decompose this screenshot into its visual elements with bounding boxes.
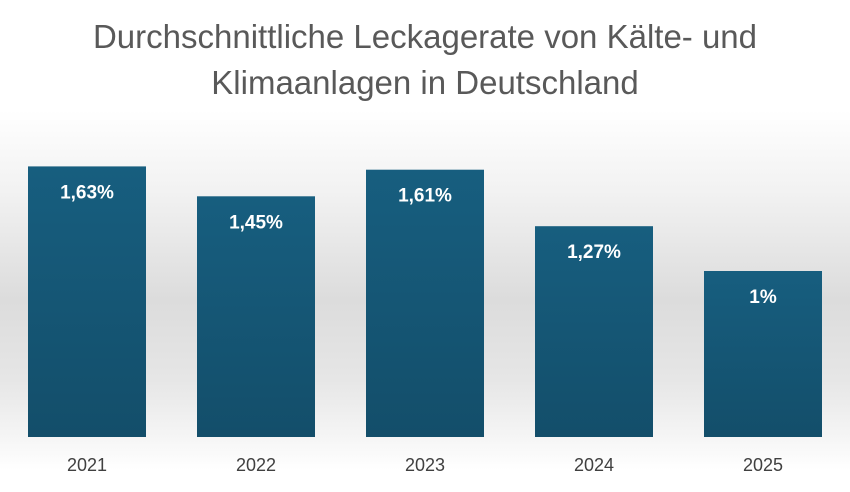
- bar-2025: [704, 271, 822, 437]
- data-label-2022: 1,45%: [229, 212, 283, 233]
- x-tick-label-2023: 2023: [405, 455, 445, 475]
- bar-2021: [28, 166, 146, 437]
- bar-2022: [197, 196, 315, 437]
- data-label-2025: 1%: [749, 287, 777, 308]
- data-labels-layer: 1,63% 1,45% 1,61% 1,27% 1%: [60, 182, 777, 308]
- data-label-2021: 1,63%: [60, 182, 114, 203]
- x-tick-label-2022: 2022: [236, 455, 276, 475]
- bar-2024: [535, 226, 653, 437]
- x-tick-label-2024: 2024: [574, 455, 614, 475]
- x-tick-label-2021: 2021: [67, 455, 107, 475]
- chart-title-line-1: Durchschnittliche Leckagerate von Kälte-…: [92, 18, 758, 55]
- bars-layer: [28, 166, 822, 437]
- chart-title: Durchschnittliche Leckagerate von Kälte-…: [0, 14, 850, 106]
- chart-title-line-2: Klimaanlagen in Deutschland: [211, 64, 639, 101]
- x-tick-label-2025: 2025: [743, 455, 783, 475]
- data-label-2023: 1,61%: [398, 186, 452, 207]
- bar-2023: [366, 169, 484, 437]
- data-label-2024: 1,27%: [567, 242, 621, 263]
- x-axis-tick-labels: 2021 2022 2023 2024 2025: [67, 455, 783, 475]
